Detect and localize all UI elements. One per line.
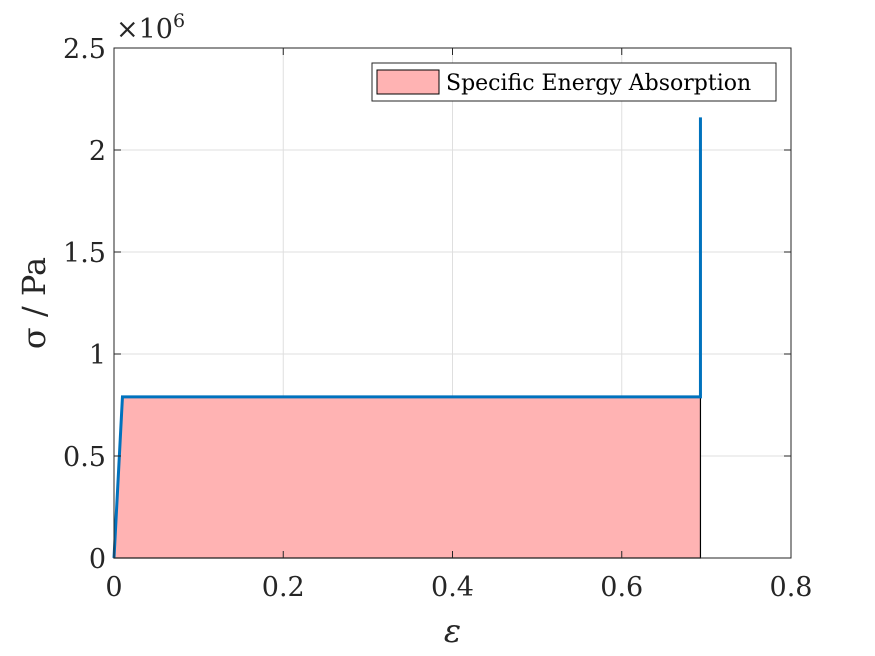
- x-axis-label: ε: [444, 612, 461, 650]
- y-tick-label: 2: [89, 136, 106, 167]
- y-axis-multiplier-exponent: 6: [173, 10, 185, 32]
- line-layer: [112, 117, 702, 559]
- legend-entry-specific-energy-absorption: Specific Energy Absorption: [446, 71, 751, 96]
- stress-strain-line: [112, 117, 702, 559]
- legend-swatch-specific-energy-absorption: [376, 69, 440, 95]
- x-tick-label: 0.2: [262, 572, 305, 603]
- y-axis-multiplier: ×106: [116, 10, 185, 45]
- y-tick-label: 1: [89, 340, 106, 371]
- y-axis-label: σ / Pa: [15, 257, 53, 349]
- y-tick-labels: 0 0.5 1 1.5 2 2.5: [63, 34, 106, 575]
- x-tick-labels: 0 0.2 0.4 0.6 0.8: [105, 572, 812, 603]
- y-tick-label: 0: [89, 544, 106, 575]
- area-specific-energy-absorption: [113, 396, 702, 559]
- area-layer: [113, 396, 702, 559]
- ticks: [113, 47, 792, 559]
- x-tick-label: 0.4: [431, 572, 474, 603]
- x-tick-label: 0: [105, 572, 122, 603]
- y-tick-label: 2.5: [63, 34, 106, 65]
- y-axis-multiplier-base: ×10: [116, 14, 173, 45]
- y-tick-label: 0.5: [63, 442, 106, 473]
- legend: Specific Energy Absorption: [371, 62, 777, 102]
- y-tick-label: 1.5: [63, 238, 106, 269]
- x-tick-label: 0.6: [600, 572, 643, 603]
- x-tick-label: 0.8: [770, 572, 813, 603]
